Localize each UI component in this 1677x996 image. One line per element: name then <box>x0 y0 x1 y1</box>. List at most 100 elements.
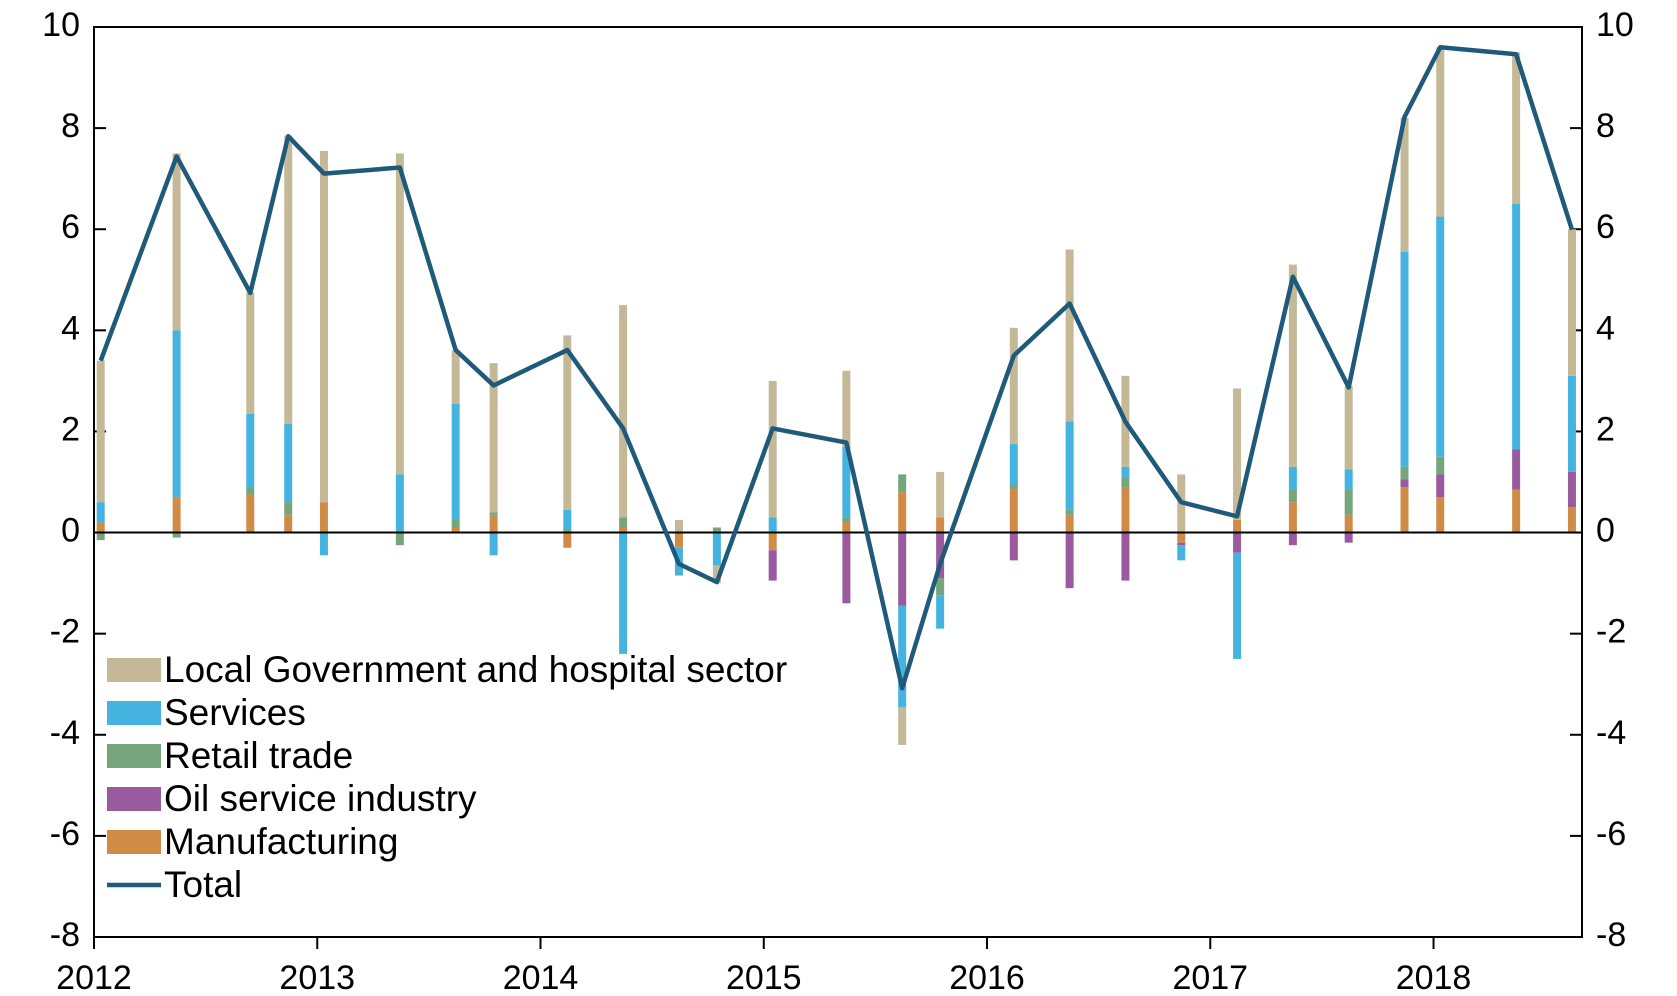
bar-segment <box>395 474 404 533</box>
bar-segment <box>842 522 851 533</box>
bar-segment <box>1512 449 1521 490</box>
bar-segment <box>172 532 181 538</box>
y-tick-label: 4 <box>61 309 80 347</box>
bar-segment <box>319 532 328 556</box>
bar-segment <box>172 330 181 498</box>
bar-segment <box>1400 466 1409 480</box>
bar-segment <box>768 532 777 551</box>
bar-segment <box>1288 489 1297 503</box>
bar-segment <box>96 532 105 541</box>
bar-segment <box>674 532 683 548</box>
x-tick-label: 2018 <box>1396 959 1472 996</box>
bar-segment <box>1233 519 1242 533</box>
bar-segment <box>842 517 851 523</box>
bar-segment <box>1344 385 1353 470</box>
bar-segment <box>1567 229 1576 376</box>
bar-segment <box>1121 487 1130 533</box>
plot-frame <box>93 26 1583 938</box>
bar-segment <box>768 550 777 581</box>
bar-segment <box>1177 545 1186 561</box>
bar-segment <box>1344 469 1353 490</box>
x-tick-label: 2014 <box>503 959 579 996</box>
bar-segment <box>1065 509 1074 515</box>
bar-segment <box>284 502 293 515</box>
bar-segment <box>284 514 293 533</box>
y-tick-label: -4 <box>50 714 80 752</box>
y2-tick-label: -8 <box>1596 916 1626 954</box>
bar-segment <box>1288 466 1297 490</box>
bar-segment <box>319 502 328 533</box>
bar-segment <box>395 153 404 475</box>
y2-tick-label: -6 <box>1596 815 1626 853</box>
bar-segment <box>1567 375 1576 472</box>
legend-swatch <box>107 787 161 811</box>
y2-tick-label: 10 <box>1596 6 1634 44</box>
bar-segment <box>936 578 945 596</box>
x-tick-label: 2017 <box>1172 959 1248 996</box>
y-tick-label: 0 <box>61 512 80 550</box>
y-tick-label: -8 <box>50 916 80 954</box>
y2-tick-label: 6 <box>1596 208 1615 246</box>
y-tick-label: 10 <box>42 6 80 44</box>
bar-segment <box>1233 532 1242 553</box>
bar-segment <box>1344 532 1353 543</box>
bar-segment <box>712 565 721 584</box>
bar-segment <box>172 497 181 533</box>
bar-segment <box>96 360 105 503</box>
y2-tick-label: 0 <box>1596 512 1615 550</box>
legend-swatch <box>107 701 161 725</box>
bar-segment <box>1065 532 1074 589</box>
legend-label: Retail trade <box>164 735 353 776</box>
bar-segment <box>842 446 851 518</box>
bar-segment <box>936 517 945 533</box>
bar-segment <box>1065 249 1074 422</box>
bar-segment <box>1009 484 1018 490</box>
bar-segment <box>1400 479 1409 488</box>
bar-segment <box>284 423 293 503</box>
y-tick-label: 6 <box>61 208 80 246</box>
bar-segment <box>1065 421 1074 510</box>
bar-segment <box>842 370 851 447</box>
bar-segment <box>1009 327 1018 445</box>
bar-segment <box>96 522 105 533</box>
bar-segment <box>451 403 460 520</box>
bar-segment <box>1288 532 1297 546</box>
bar-segment <box>936 532 945 579</box>
bar-segment <box>1512 52 1521 204</box>
y2-tick-label: -4 <box>1596 714 1626 752</box>
bar-segment <box>712 527 721 533</box>
bar-segment <box>1121 466 1130 477</box>
bar-segment <box>1344 514 1353 533</box>
legend-swatch <box>107 658 161 682</box>
bar-segment <box>898 492 907 533</box>
bar-segment <box>563 335 572 510</box>
bar-segment <box>395 532 404 546</box>
bar-segment <box>1436 474 1445 498</box>
legend-label: Local Government and hospital sector <box>164 649 787 690</box>
bar-segment <box>246 292 255 414</box>
bar-segment <box>1288 264 1297 467</box>
bar-segment <box>96 502 105 523</box>
bar-segment <box>1512 203 1521 450</box>
x-tick-label: 2016 <box>949 959 1025 996</box>
bar-segment <box>674 519 683 533</box>
bar-segment <box>936 471 945 518</box>
bar-segment <box>489 363 498 513</box>
bar-segment <box>1567 471 1576 508</box>
bar-segment <box>1400 118 1409 252</box>
bar-segment <box>284 135 293 424</box>
bar-segment <box>1009 532 1018 561</box>
legend-label: Manufacturing <box>164 821 398 862</box>
bar-segment <box>1400 251 1409 467</box>
bar-segment <box>1009 444 1018 485</box>
x-tick-label: 2013 <box>279 959 355 996</box>
bar-segment <box>563 532 572 548</box>
bar-segment <box>451 350 460 404</box>
bar-segment <box>1065 514 1074 533</box>
y2-tick-label: 2 <box>1596 410 1615 448</box>
legend-label: Services <box>164 692 306 733</box>
bar-segment <box>1344 489 1353 515</box>
bar-segment <box>768 380 777 518</box>
bar-segment <box>246 494 255 533</box>
bar-segment <box>898 605 907 707</box>
